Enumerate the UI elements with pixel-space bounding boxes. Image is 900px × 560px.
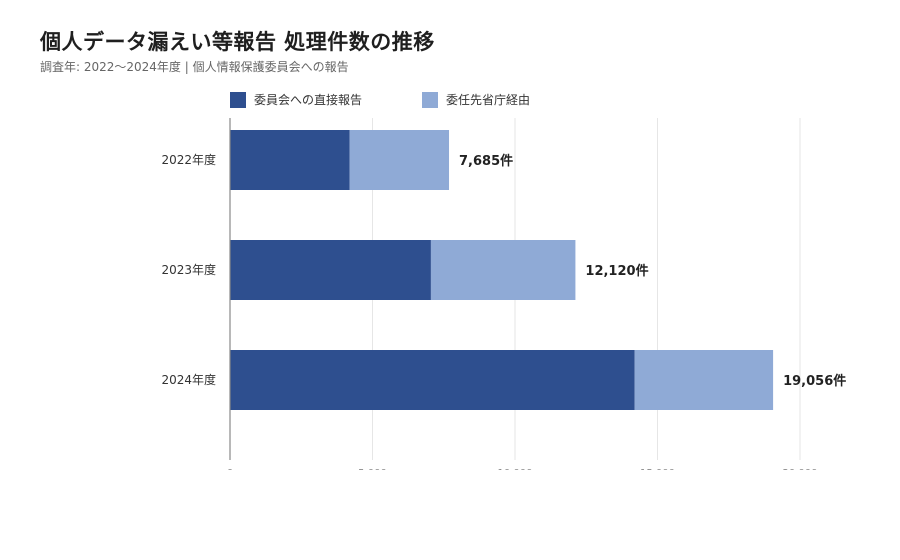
bar-direct-2 [230, 350, 635, 410]
total-label-0: 7,685件 [459, 153, 513, 169]
bar-direct-1 [230, 240, 431, 300]
legend: 委員会への直接報告 委任先省庁経由 [230, 91, 590, 108]
legend-item-delegated: 委任先省庁経由 [422, 91, 530, 108]
legend-item-direct: 委員会への直接報告 [230, 91, 362, 108]
legend-label-delegated: 委任先省庁経由 [446, 93, 531, 107]
category-label-2: 2024年度 [161, 372, 216, 387]
bar-delegated-1 [430, 240, 576, 300]
total-label-1: 12,120件 [585, 263, 648, 279]
category-label-0: 2022年度 [161, 152, 216, 167]
total-label-2: 19,056件 [783, 373, 846, 389]
bar-delegated-2 [634, 350, 774, 410]
category-label-1: 2023年度 [161, 262, 216, 277]
legend-swatch-direct [230, 91, 246, 108]
bar-direct-0 [230, 130, 350, 190]
bar-delegated-0 [349, 130, 450, 190]
chart-subtitle: 調査年: 2022〜2024年度 | 個人情報保護委員会への報告 [40, 60, 349, 74]
chart-title: 個人データ漏えい等報告 処理件数の推移 [40, 30, 435, 54]
legend-swatch-delegated [422, 91, 439, 108]
axis-clip-mask [0, 470, 900, 560]
legend-label-direct: 委員会への直接報告 [254, 93, 363, 107]
